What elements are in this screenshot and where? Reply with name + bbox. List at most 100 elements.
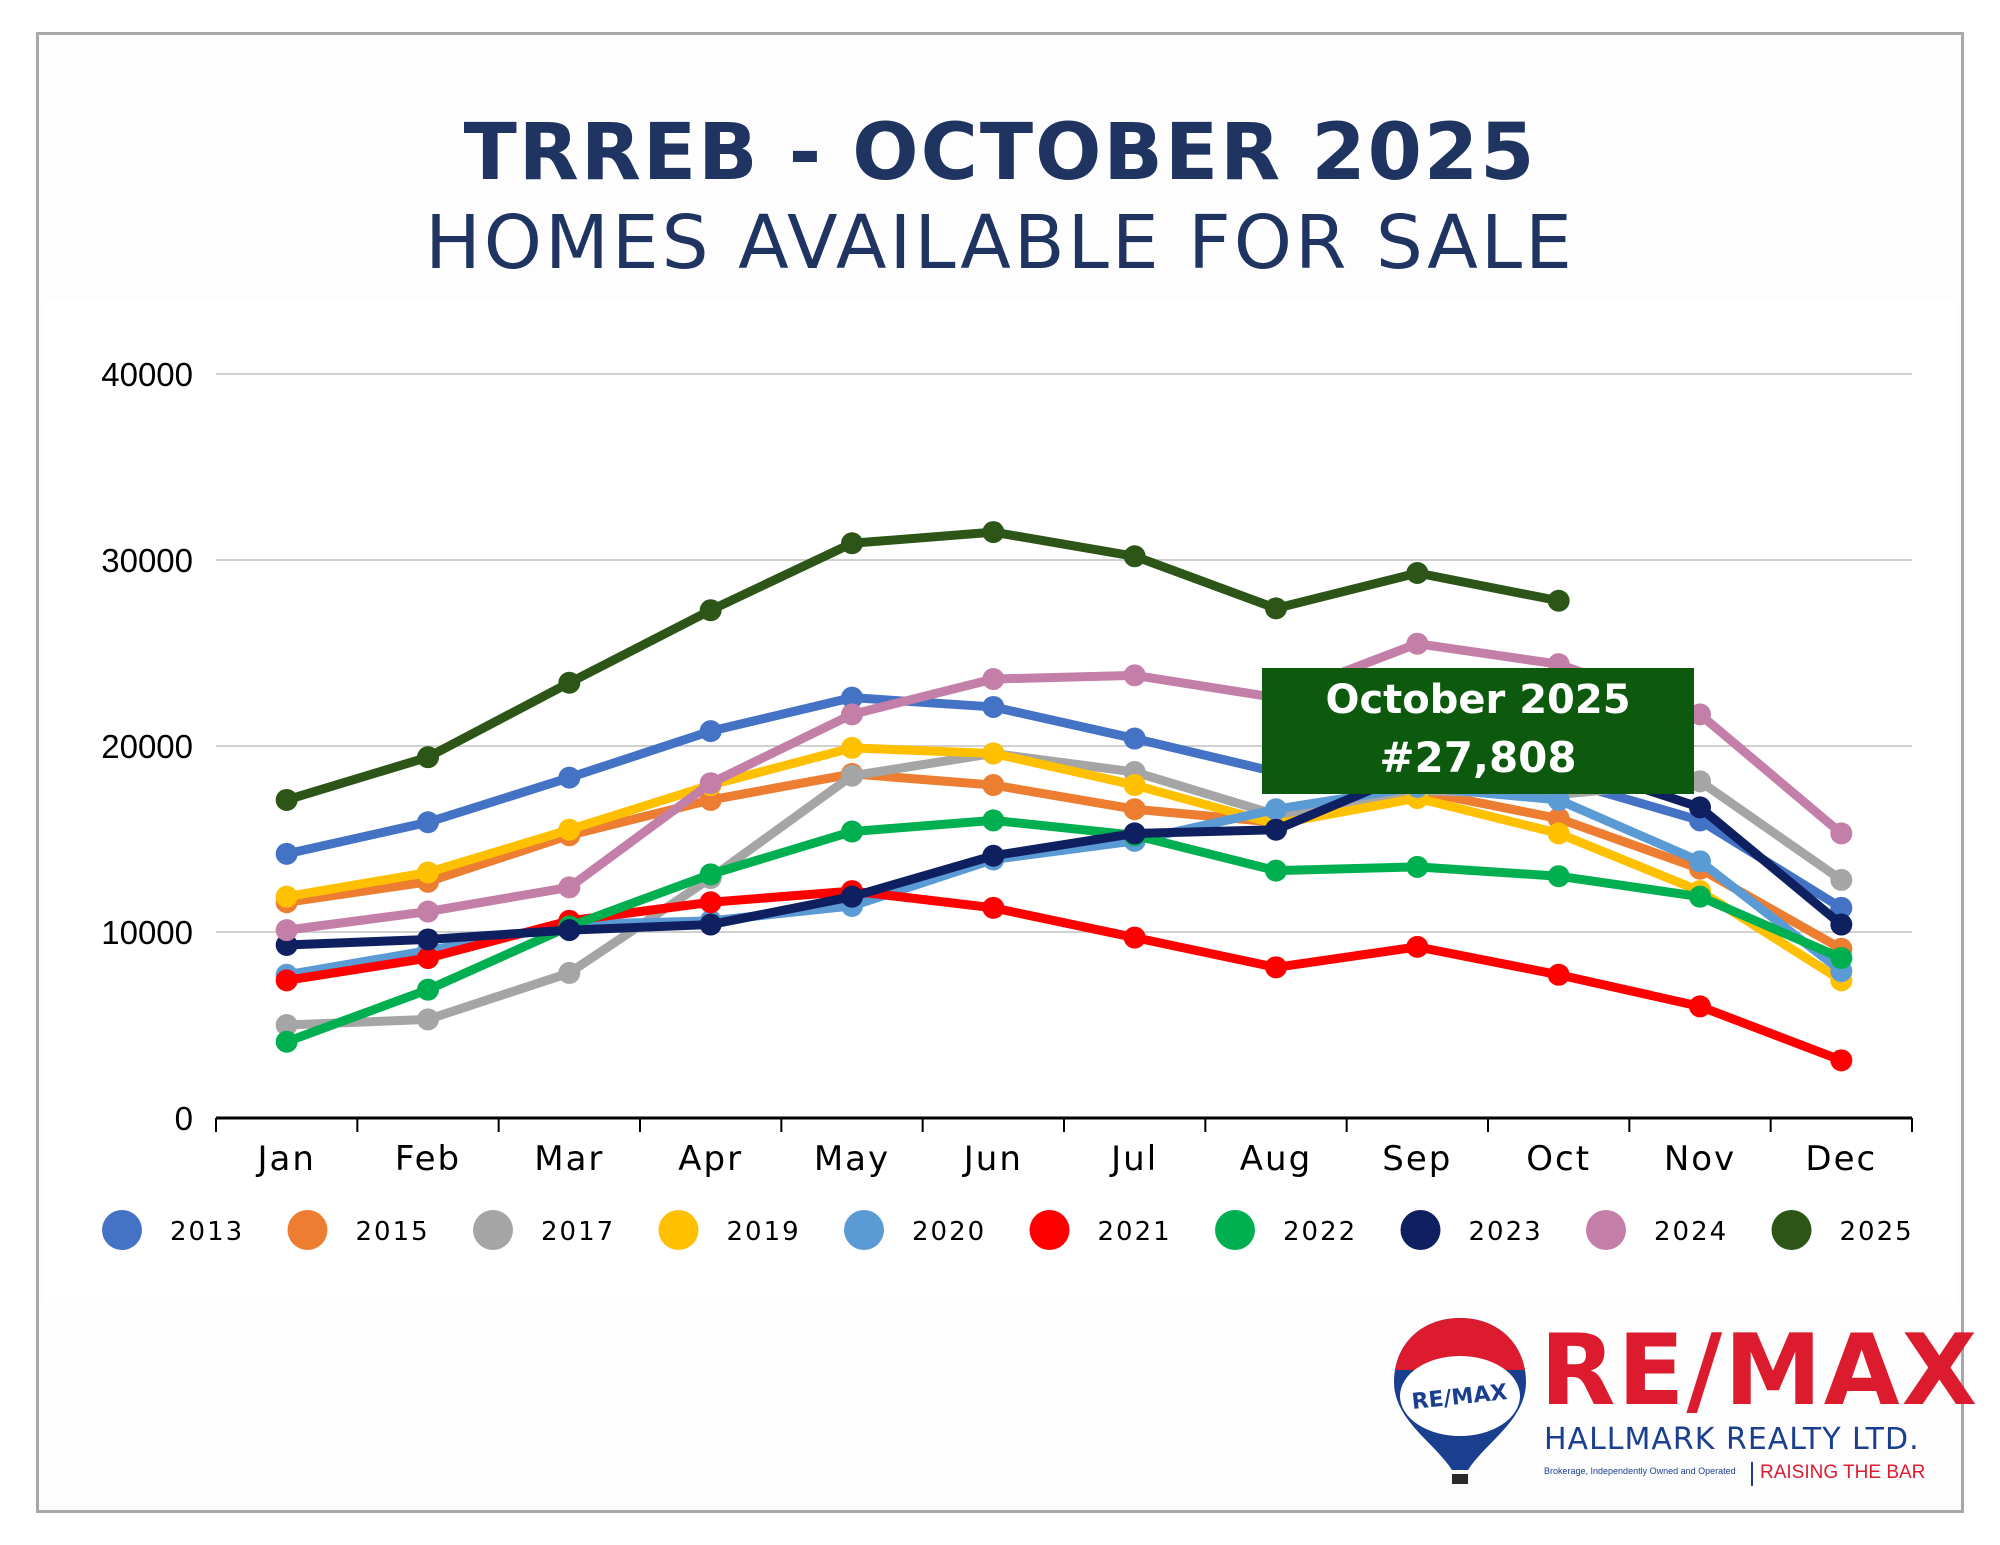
data-point [275, 969, 298, 992]
data-point [1123, 727, 1146, 750]
x-tick-label: Jul [1109, 1139, 1158, 1179]
data-point [982, 844, 1005, 867]
legend-swatch [473, 1210, 513, 1250]
y-tick-label: 20000 [101, 728, 193, 765]
data-point [699, 599, 722, 622]
series-line [282, 527, 1564, 805]
data-point [1547, 589, 1570, 612]
brand-separator [1751, 1462, 1753, 1486]
data-point [417, 978, 439, 1001]
data-point [1830, 1049, 1853, 1072]
data-point [1689, 995, 1711, 1018]
data-point [1265, 597, 1287, 620]
data-point [982, 742, 1005, 765]
x-tick-label: Sep [1382, 1139, 1452, 1179]
data-point [275, 1014, 298, 1036]
legend-swatch [1029, 1210, 1070, 1250]
data-point [1547, 865, 1570, 888]
remax-logo: RE/MAX RE/MAX HALLMARK REALTY LTD. Broke… [1390, 1312, 1977, 1492]
callout-line2: #27,808 [1379, 733, 1576, 782]
data-point [1547, 788, 1570, 811]
data-point [1265, 956, 1287, 979]
legend-swatch [102, 1210, 142, 1250]
data-point [417, 811, 439, 834]
data-point [1123, 774, 1146, 797]
legend-label: 2017 [541, 1217, 615, 1247]
data-point [1689, 850, 1711, 873]
data-point [841, 703, 863, 726]
y-tick-label: 40000 [101, 356, 193, 393]
callout: October 2025 #27,808 [1262, 668, 1694, 794]
data-point [1689, 770, 1711, 793]
legend-swatch [844, 1210, 884, 1250]
data-point [982, 668, 1005, 691]
data-point [1123, 664, 1146, 687]
axes: 0 10000 20000 30000 40000 Jan Feb Mar Apr May Jun J… [101, 356, 1913, 1179]
data-point [699, 863, 722, 886]
data-point [417, 1008, 439, 1031]
data-point [982, 774, 1005, 797]
series-line [282, 886, 1846, 1065]
callout-line1: October 2025 [1325, 677, 1630, 723]
data-point [417, 928, 439, 951]
data-point [1406, 632, 1429, 655]
data-point [1123, 798, 1146, 821]
x-tick-label: Aug [1240, 1139, 1312, 1179]
data-point [558, 876, 581, 899]
legend-label: 2015 [356, 1217, 430, 1247]
x-tick-label: Oct [1526, 1139, 1591, 1179]
brand-name: RE/MAX [1540, 1314, 1980, 1428]
x-tick-label: May [814, 1139, 890, 1179]
chart-title: TRREB - OCTOBER 2025 [463, 108, 1537, 198]
data-point [417, 746, 439, 769]
legend: 2013 2015 2017 2019 2020 2021 2022 2023 2024 2025 [102, 1210, 1912, 1250]
brand-company: HALLMARK REALTY LTD. [1544, 1422, 1920, 1457]
y-tick-label: 0 [175, 1100, 193, 1137]
data-point [1689, 885, 1711, 908]
data-point [1406, 562, 1429, 585]
series-lines [275, 521, 1853, 1072]
data-point [275, 788, 298, 811]
data-point [1406, 935, 1429, 958]
data-point [1123, 545, 1146, 568]
legend-label: 2020 [912, 1217, 986, 1247]
x-tick-label: Apr [678, 1139, 743, 1179]
data-point [841, 736, 863, 759]
legend-swatch [287, 1210, 328, 1250]
legend-swatch [1400, 1210, 1441, 1250]
data-point [841, 532, 863, 555]
data-point [558, 671, 581, 694]
series-line [282, 815, 1846, 1047]
line-chart: 0 10000 20000 30000 40000 Jan Feb Mar Apr May Jun J… [101, 356, 1913, 1250]
series-2021 [275, 880, 1853, 1072]
x-tick-label: Feb [395, 1139, 461, 1179]
data-point [558, 818, 581, 841]
data-point [1123, 926, 1146, 949]
data-point [1265, 818, 1287, 841]
x-tick-label: Mar [534, 1139, 604, 1179]
data-point [1830, 822, 1853, 845]
data-point [841, 885, 863, 908]
x-tick-label: Jun [962, 1139, 1023, 1179]
data-point [699, 913, 722, 936]
legend-swatch [1215, 1210, 1255, 1250]
data-point [1547, 963, 1570, 986]
series-line [282, 743, 1846, 985]
data-point [275, 842, 298, 865]
brand-tagline: RAISING THE BAR [1760, 1462, 1926, 1483]
legend-swatch [1771, 1210, 1812, 1250]
data-point [1830, 896, 1853, 919]
data-point [982, 896, 1005, 919]
x-tick-label: Dec [1805, 1139, 1877, 1179]
data-point [982, 695, 1005, 718]
data-point [841, 764, 863, 787]
data-point [275, 1030, 298, 1053]
data-point [699, 772, 722, 795]
legend-label: 2019 [727, 1217, 801, 1247]
balloon-logo-icon: RE/MAX [1394, 1318, 1526, 1484]
data-point [1830, 868, 1853, 891]
brand-small-print: Brokerage, Independently Owned and Opera… [1544, 1466, 1736, 1476]
data-point [841, 820, 863, 843]
chart-subtitle: HOMES AVAILABLE FOR SALE [425, 200, 1575, 286]
data-point [417, 861, 439, 884]
